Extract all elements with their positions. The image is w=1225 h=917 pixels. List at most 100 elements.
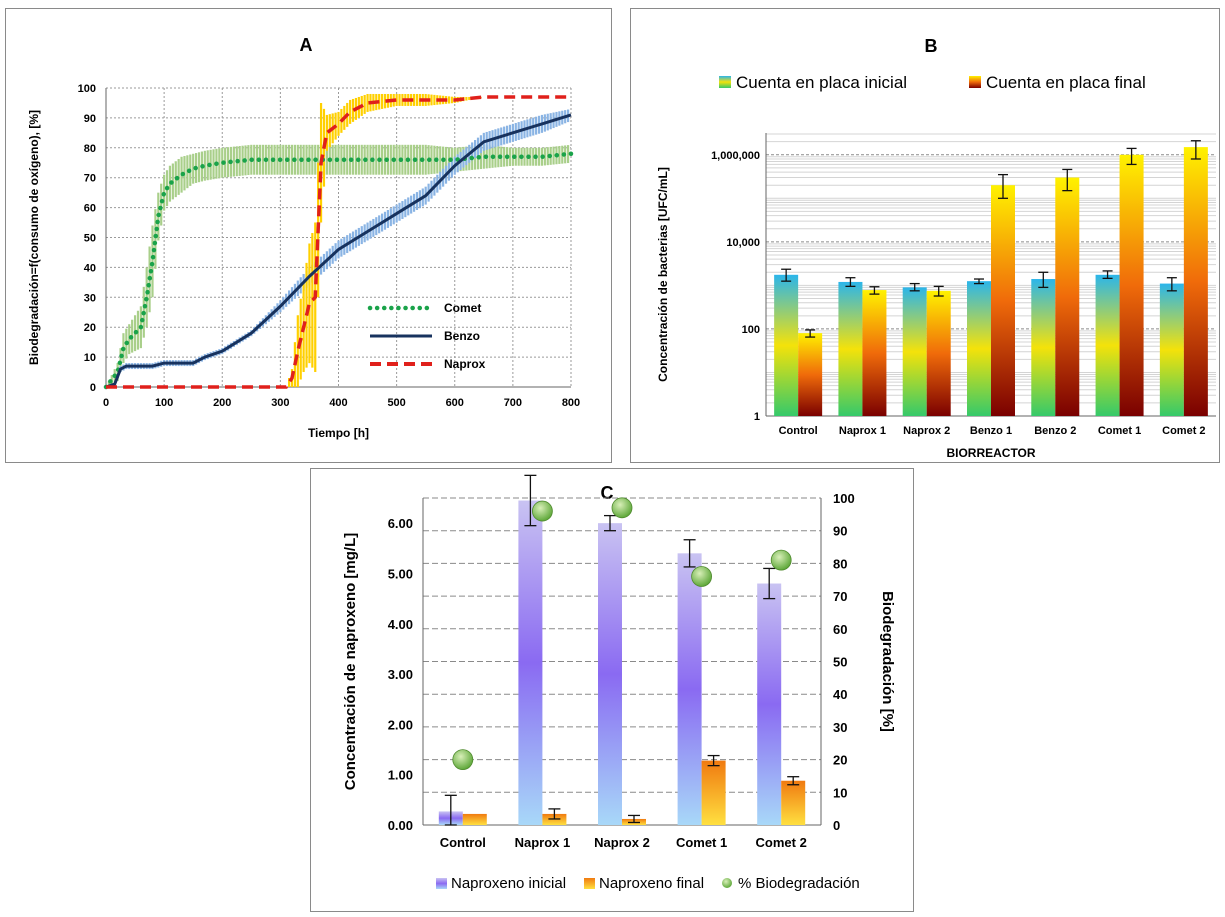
y-tick-label: 0.00 [388,818,413,833]
chart-panel-a: A 0 100 200 300 400 500 600 700 800 0 10 20 30 40 50 60 7… [5,8,612,463]
chart-a-title: A [300,35,313,55]
bar-inicial [518,500,543,825]
bar-inicial [1031,279,1056,416]
x-tick-label: 0 [103,397,109,409]
biodegradacion-point [770,549,792,571]
y-tick-label: 90 [84,113,96,125]
y-tick-label: 6.00 [388,516,413,531]
y2-tick-label: 10 [833,785,847,800]
y2-tick-label: 80 [833,556,847,571]
legend-swatch-final [969,76,981,88]
series-line-comet [103,151,574,390]
chart-b-xlabel: BIORREACTOR [946,446,1035,460]
chart-b: B 1 100 10,000 1,000,000 Concentración de bac… [656,36,1216,460]
legend-swatch-inicial [436,878,447,889]
bar-final [862,290,887,416]
x-tick-label: Naprox 2 [594,835,650,850]
legend-label-inicial: Cuenta en placa inicial [736,73,907,92]
bar-inicial [598,523,622,825]
bar-inicial [757,583,782,825]
x-tick-label: 600 [446,397,464,409]
y-tick-label: 40 [84,262,96,274]
biodegradacion-point [452,749,474,771]
bar-final [798,333,823,416]
y-tick-label: 1.00 [388,768,413,783]
legend-label-inicial: Naproxeno inicial [451,875,566,892]
chart-a-xlabel: Tiempo [h] [308,426,369,440]
x-tick-label: Naprox 1 [839,425,886,437]
legend-swatch-biodegradacion [722,878,732,888]
chart-panel-b: B 1 100 10,000 1,000,000 Concentración de bac… [630,8,1220,463]
bar-final [1055,177,1080,416]
y2-tick-label: 0 [833,818,840,833]
chart-b-ylabel: Concentración de bacterias [UFC/mL] [656,167,670,382]
chart-c-y2label: Biodegradación [%] [879,591,896,732]
x-tick-label: 500 [387,397,405,409]
y2-tick-label: 50 [833,655,847,670]
bar-inicial [1159,283,1184,416]
legend-swatch-inicial [719,76,731,88]
y-tick-label: 30 [84,292,96,304]
y-tick-label: 10 [84,352,96,364]
bar-final [991,185,1015,416]
series-line-benzo [105,113,572,389]
legend-label-final: Cuenta en placa final [986,73,1146,92]
y-tick-label: 5.00 [388,566,413,581]
bar-final [1119,154,1144,416]
bar-inicial [1095,274,1120,416]
y-tick-label: 1,000,000 [711,150,760,162]
x-tick-label: 800 [562,397,580,409]
y-tick-label: 4.00 [388,617,413,632]
y2-tick-label: 90 [833,524,847,539]
y2-tick-label: 100 [833,491,855,506]
x-tick-label: 300 [271,397,289,409]
chart-c-title: C [601,483,614,503]
legend-label-final: Naproxeno final [599,875,704,892]
x-tick-label: 700 [504,397,522,409]
y2-tick-label: 60 [833,622,847,637]
bar-inicial [774,274,799,416]
biodegradacion-point [611,497,633,519]
x-tick-label: Comet 1 [1098,425,1141,437]
biodegradacion-point [531,500,553,522]
y-tick-label: 1 [754,411,760,423]
x-tick-label: Comet 2 [756,835,807,850]
bar-final [1183,147,1208,417]
biodegradacion-point [691,566,713,587]
x-tick-label: Comet 1 [676,835,727,850]
bar-inicial [838,281,863,416]
x-tick-label: 200 [213,397,231,409]
chart-a-ylabel: Biodegradación=f(consumo de oxígeno), [%… [27,110,41,365]
y2-tick-label: 30 [833,720,847,735]
chart-panel-c: C 0.00 1.00 2.00 3.00 4.00 5.00 6.00 0 10 20 30 40 50… [310,468,914,912]
y-tick-label: 100 [78,83,96,95]
chart-a: A 0 100 200 300 400 500 600 700 800 0 10 20 30 40 50 60 7… [27,35,580,440]
y-tick-label: 10,000 [726,237,760,249]
x-tick-label: Control [779,425,818,437]
x-tick-label: Benzo 2 [1034,425,1076,437]
y2-tick-label: 70 [833,589,847,604]
y2-tick-label: 40 [833,687,847,702]
y-tick-label: 0 [90,382,96,394]
bar-final [462,813,487,825]
x-tick-label: 400 [329,397,347,409]
legend-swatch-final [584,878,595,889]
x-tick-label: Benzo 1 [970,425,1012,437]
y-tick-label: 70 [84,173,96,185]
chart-c: C 0.00 1.00 2.00 3.00 4.00 5.00 6.00 0 10 20 30 40 50… [342,474,896,892]
y-tick-label: 100 [742,324,760,336]
legend-label-biodegradacion: % Biodegradación [738,875,860,892]
legend-label-comet: Comet [444,301,481,315]
y-tick-label: 3.00 [388,667,413,682]
x-tick-label: Naprox 1 [515,835,571,850]
legend-label-benzo: Benzo [444,329,480,343]
x-tick-label: Control [440,835,486,850]
y2-tick-label: 20 [833,753,847,768]
x-tick-label: 100 [155,397,173,409]
chart-b-title: B [925,36,938,56]
y-tick-label: 20 [84,322,96,334]
x-tick-label: Naprox 2 [903,425,950,437]
bar-final [926,290,951,416]
y-tick-label: 50 [84,233,96,245]
bar-final [701,760,726,825]
